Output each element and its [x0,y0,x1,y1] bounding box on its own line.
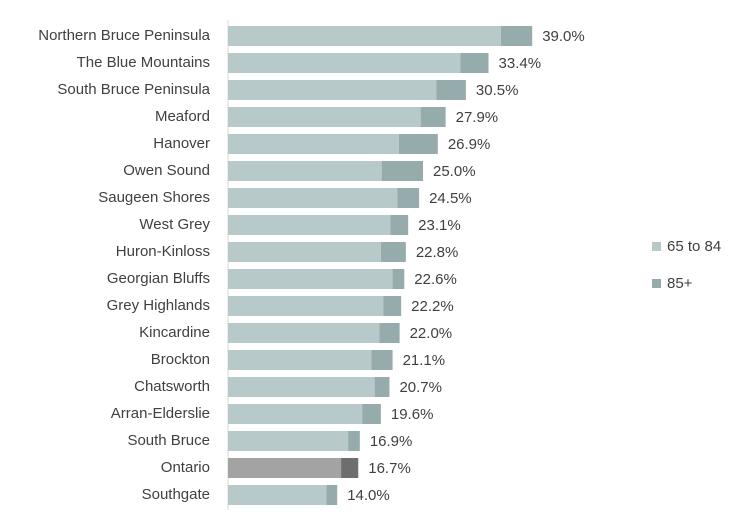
legend-swatch [652,242,661,251]
total-label: 22.2% [411,298,454,315]
total-label: 33.4% [499,55,542,72]
total-label: 25.0% [433,163,476,180]
total-label: 14.0% [347,487,390,504]
bar-segment [371,350,393,370]
total-label: 16.9% [370,433,413,450]
category-label: Southgate [142,486,210,503]
bar-segment [390,215,409,235]
bar-segment [228,161,382,181]
category-label: Hanover [153,135,210,152]
bar-segment [228,26,501,46]
bar-segment [341,458,359,478]
bar-segment [228,458,342,478]
category-label: West Grey [139,216,210,233]
bar-segment [228,80,437,100]
total-label: 21.1% [403,352,446,369]
bar-segment [381,161,423,181]
category-label: Grey Highlands [107,297,210,314]
category-label: Saugeen Shores [98,189,210,206]
total-label: 24.5% [429,190,472,207]
bar-segment [228,404,363,424]
total-label: 27.9% [456,109,499,126]
category-label: Ontario [161,459,210,476]
legend-label: 65 to 84 [667,238,721,255]
bar-segment [228,431,349,451]
legend-label: 85+ [667,275,693,292]
category-label: Huron-Kinloss [116,243,210,260]
bar-segment [228,134,399,154]
total-label: 23.1% [418,217,461,234]
bar-segment [460,53,489,73]
total-label: 30.5% [476,82,519,99]
bar-segment [228,188,398,208]
category-label: Chatsworth [134,378,210,395]
bar-segment [383,296,402,316]
bar-segment [326,485,338,505]
total-label: 22.8% [416,244,459,261]
total-label: 39.0% [542,28,585,45]
bar-segment [228,296,384,316]
bar-segment [436,80,466,100]
category-label: South Bruce [127,432,210,449]
category-label: Brockton [151,351,210,368]
category-label: The Blue Mountains [77,54,210,71]
bar-segment [379,323,400,343]
category-label: Owen Sound [123,162,210,179]
bar-segment [228,269,393,289]
bar-segment [228,107,421,127]
category-label: Georgian Bluffs [107,270,210,287]
bar-segment [228,350,372,370]
bar-segment [392,269,405,289]
total-label: 20.7% [399,379,442,396]
bar-segment [420,107,446,127]
total-label: 19.6% [391,406,434,423]
bar-segment [362,404,381,424]
bar-segment [380,242,406,262]
bar-segment [228,53,461,73]
bar-segment [228,377,375,397]
bar-segment [398,134,438,154]
category-label: Meaford [155,108,210,125]
total-label: 26.9% [448,136,491,153]
total-label: 22.0% [410,325,453,342]
bar-segment [228,215,391,235]
bar-segment [228,242,381,262]
bar-segment [374,377,390,397]
category-label: South Bruce Peninsula [57,81,210,98]
bar-segment [228,323,380,343]
category-label: Arran-Elderslie [111,405,210,422]
bar-segment [228,485,327,505]
bar-segment [397,188,420,208]
bar-segment [348,431,360,451]
bar-segment [501,26,533,46]
total-label: 22.6% [414,271,457,288]
total-label: 16.7% [368,460,411,477]
category-label: Northern Bruce Peninsula [38,27,210,44]
legend-swatch [652,279,661,288]
category-label: Kincardine [139,324,210,341]
